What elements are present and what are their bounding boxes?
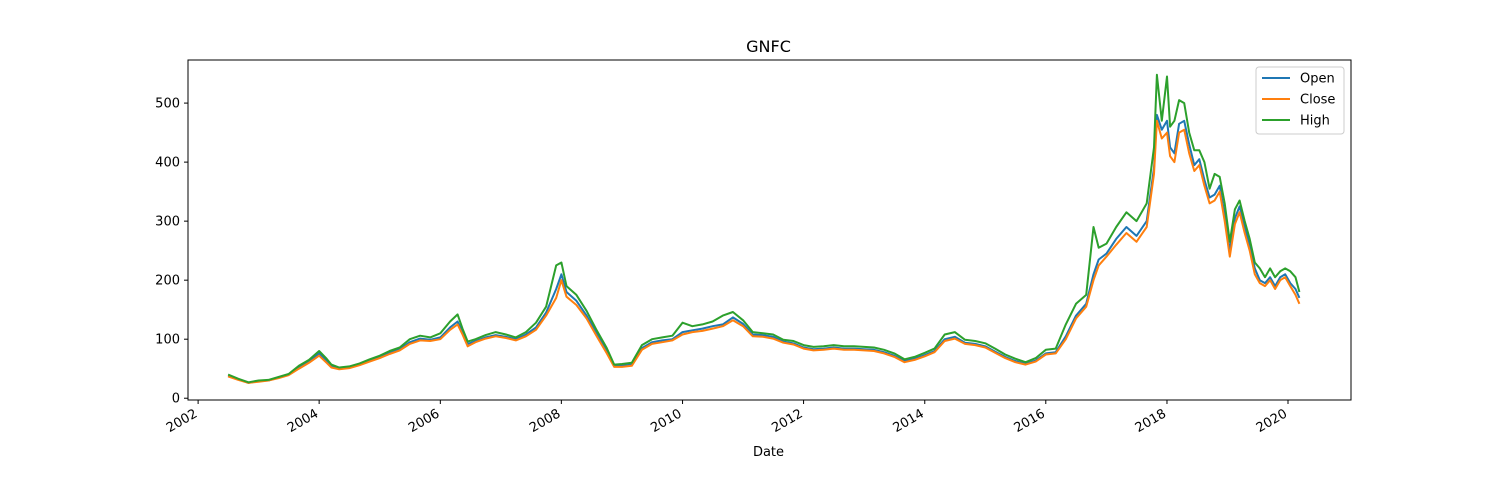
x-tick-label: 2020 xyxy=(1254,406,1290,436)
y-tick-label: 500 xyxy=(155,97,180,112)
y-tick-label: 100 xyxy=(155,333,180,348)
legend-label-open: Open xyxy=(1300,72,1335,87)
x-axis-label: Date xyxy=(753,445,784,460)
y-tick-label: 0 xyxy=(172,392,180,407)
series-line-open xyxy=(227,113,1301,384)
x-tick-label: 2016 xyxy=(1012,406,1048,436)
x-tick-label: 2018 xyxy=(1133,406,1169,436)
x-tick-label: 2006 xyxy=(406,406,442,436)
x-tick-label: 2014 xyxy=(891,406,927,436)
legend-label-high: High xyxy=(1300,114,1330,129)
series-layer xyxy=(227,73,1301,384)
plot-frame xyxy=(187,59,1352,401)
y-tick-label: 400 xyxy=(155,156,180,171)
chart-title: GNFC xyxy=(746,37,791,56)
y-tick-label: 300 xyxy=(155,215,180,230)
x-tick-label: 2012 xyxy=(769,406,805,436)
x-tick-label: 2002 xyxy=(164,406,200,436)
series-line-close xyxy=(227,119,1301,384)
series-line-high xyxy=(227,73,1301,384)
x-tick-label: 2010 xyxy=(648,406,684,436)
legend-label-close: Close xyxy=(1300,93,1335,108)
plot-area xyxy=(187,59,1352,401)
legend: Open Close High xyxy=(1255,66,1345,135)
x-tick-label: 2008 xyxy=(527,406,563,436)
x-tick-label: 2004 xyxy=(285,406,321,436)
y-axis: 0 100 200 300 400 500 xyxy=(155,97,188,407)
y-tick-label: 200 xyxy=(155,274,180,289)
x-axis: 2002 2004 2006 2008 2010 2012 2014 2016 2018 2020 xyxy=(164,400,1290,436)
legend-box xyxy=(1255,66,1345,135)
